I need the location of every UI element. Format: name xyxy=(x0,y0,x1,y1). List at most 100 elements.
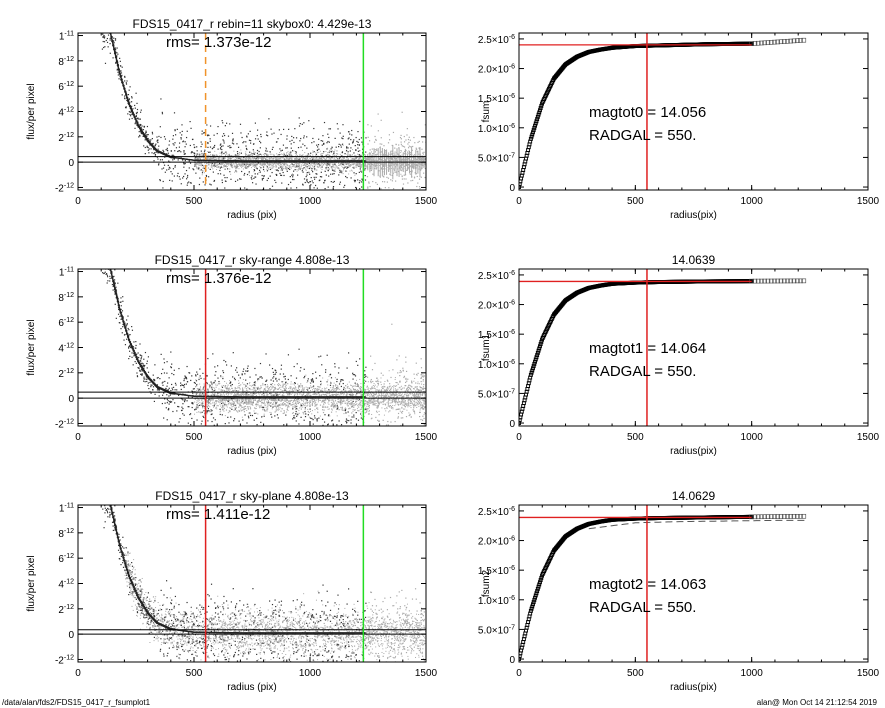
scatter-point xyxy=(383,145,385,147)
band-point xyxy=(217,157,219,159)
scatter-point xyxy=(339,169,341,171)
band-point xyxy=(269,157,271,159)
band-point xyxy=(338,162,340,164)
band-point xyxy=(351,159,353,161)
scatter-point xyxy=(354,179,357,182)
band-point xyxy=(235,156,237,158)
scatter-point xyxy=(259,362,262,365)
band-point xyxy=(316,166,318,168)
band-point xyxy=(286,164,288,166)
band-point xyxy=(244,163,246,165)
scatter-point xyxy=(135,115,137,117)
band-point xyxy=(383,154,385,156)
band-point xyxy=(247,155,249,157)
band-point xyxy=(400,157,402,159)
scatter-point xyxy=(313,178,316,180)
scatter-point xyxy=(328,141,330,143)
scatter-point xyxy=(220,143,222,145)
band-point xyxy=(286,157,288,159)
scatter-point xyxy=(150,148,152,150)
band-point xyxy=(335,165,337,167)
band-point xyxy=(414,165,416,167)
band-point xyxy=(353,167,355,169)
band-point xyxy=(336,150,338,152)
band-point xyxy=(320,162,322,164)
scatter-point xyxy=(295,196,296,197)
scatter-point xyxy=(290,404,292,406)
scatter-point xyxy=(417,389,419,391)
band-point xyxy=(404,151,406,153)
scatter-point xyxy=(136,372,138,374)
band-point xyxy=(289,153,291,155)
scatter-point xyxy=(249,400,251,403)
band-point xyxy=(246,155,248,157)
scatter-point xyxy=(345,149,348,152)
scatter-point xyxy=(339,183,341,185)
scatter-point xyxy=(232,352,234,354)
scatter-point xyxy=(317,385,319,388)
band-point xyxy=(250,154,252,156)
band-point xyxy=(197,162,199,164)
scatter-point xyxy=(254,138,257,140)
band-point xyxy=(245,154,247,156)
scatter-point xyxy=(354,145,356,147)
band-point xyxy=(404,162,406,164)
scatter-point xyxy=(180,385,182,387)
band-point xyxy=(361,164,363,166)
scatter-point xyxy=(353,179,355,181)
scatter-point xyxy=(377,382,379,385)
scatter-point xyxy=(357,419,360,421)
scatter-point xyxy=(384,187,386,189)
scatter-point xyxy=(310,184,312,186)
band-point xyxy=(202,158,204,160)
scatter-point xyxy=(415,398,418,400)
band-point xyxy=(276,166,278,168)
scatter-point xyxy=(166,402,168,404)
scatter-point xyxy=(287,183,290,186)
scatter-point xyxy=(318,148,320,150)
scatter-point xyxy=(189,144,191,147)
band-point xyxy=(264,163,266,165)
band-point xyxy=(348,173,350,175)
band-point xyxy=(214,157,216,159)
scatter-point xyxy=(401,410,404,413)
band-point xyxy=(254,163,256,165)
band-point xyxy=(222,162,224,164)
scatter-point xyxy=(135,344,137,347)
scatter-point xyxy=(419,415,421,418)
band-point xyxy=(303,157,305,159)
band-point xyxy=(222,157,224,159)
band-point xyxy=(237,154,239,156)
scatter-point xyxy=(217,383,220,385)
band-point xyxy=(305,159,307,161)
scatter-point xyxy=(252,398,254,400)
band-point xyxy=(232,156,234,158)
scatter-point xyxy=(185,169,188,172)
scatter-point xyxy=(161,159,163,161)
scatter-point xyxy=(158,163,160,165)
scatter-point xyxy=(272,380,275,382)
band-point xyxy=(243,162,245,164)
scatter-point xyxy=(171,173,173,175)
scatter-point xyxy=(321,144,323,146)
band-point xyxy=(328,151,330,153)
band-point xyxy=(240,149,242,151)
band-point xyxy=(197,166,199,168)
scatter-point xyxy=(403,135,405,138)
scatter-point xyxy=(395,143,397,145)
band-point xyxy=(274,158,276,160)
scatter-point xyxy=(423,424,425,426)
band-point xyxy=(330,156,332,158)
scatter-point xyxy=(120,301,122,303)
scatter-point xyxy=(251,414,254,417)
x-tick-label: 0 xyxy=(75,196,81,207)
scatter-point xyxy=(230,178,232,180)
band-point xyxy=(228,155,230,157)
band-point xyxy=(223,165,225,167)
scatter-point xyxy=(283,412,286,414)
band-point xyxy=(310,167,312,169)
band-point xyxy=(221,163,223,165)
scatter-point xyxy=(382,171,384,173)
scatter-point xyxy=(163,372,166,374)
scatter-point xyxy=(221,181,224,184)
